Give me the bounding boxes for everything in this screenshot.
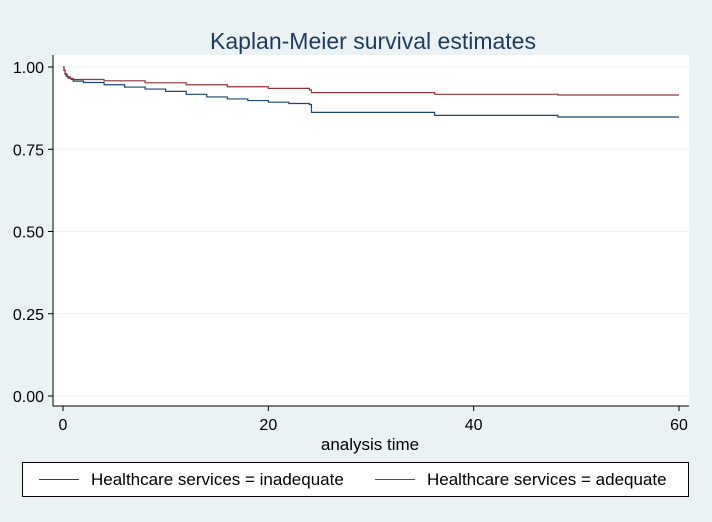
legend-swatch-adequate xyxy=(375,479,415,480)
y-tick-label-1: 0.25 xyxy=(13,307,44,324)
legend-item-inadequate: Healthcare services = inadequate xyxy=(39,463,344,496)
x-tick-label-2: 40 xyxy=(465,417,483,434)
y-tick-label-3: 0.75 xyxy=(13,142,44,159)
x-tick-label-3: 60 xyxy=(670,417,688,434)
legend-label-inadequate: Healthcare services = inadequate xyxy=(91,469,344,489)
grid-lines xyxy=(53,66,689,397)
x-tick-label-1: 20 xyxy=(259,417,277,434)
x-axis-ticks: 0 20 40 60 xyxy=(59,406,688,434)
series-line-adequate xyxy=(63,66,679,96)
x-axis-label: analysis time xyxy=(321,435,419,454)
y-axis-ticks: 0.00 0.25 0.50 0.75 1.00 xyxy=(13,60,53,406)
x-tick-label-0: 0 xyxy=(59,417,68,434)
legend-swatch-inadequate xyxy=(39,479,79,480)
legend-item-adequate: Healthcare services = adequate xyxy=(375,463,667,496)
chart-title: Kaplan-Meier survival estimates xyxy=(210,28,536,54)
legend-label-adequate: Healthcare services = adequate xyxy=(427,469,667,489)
y-tick-label-4: 1.00 xyxy=(13,60,44,77)
legend: Healthcare services = inadequate Healthc… xyxy=(22,462,689,497)
y-tick-label-2: 0.50 xyxy=(13,225,44,242)
series-lines xyxy=(63,66,679,118)
plot-area xyxy=(53,55,689,406)
y-tick-label-0: 0.00 xyxy=(13,389,44,406)
